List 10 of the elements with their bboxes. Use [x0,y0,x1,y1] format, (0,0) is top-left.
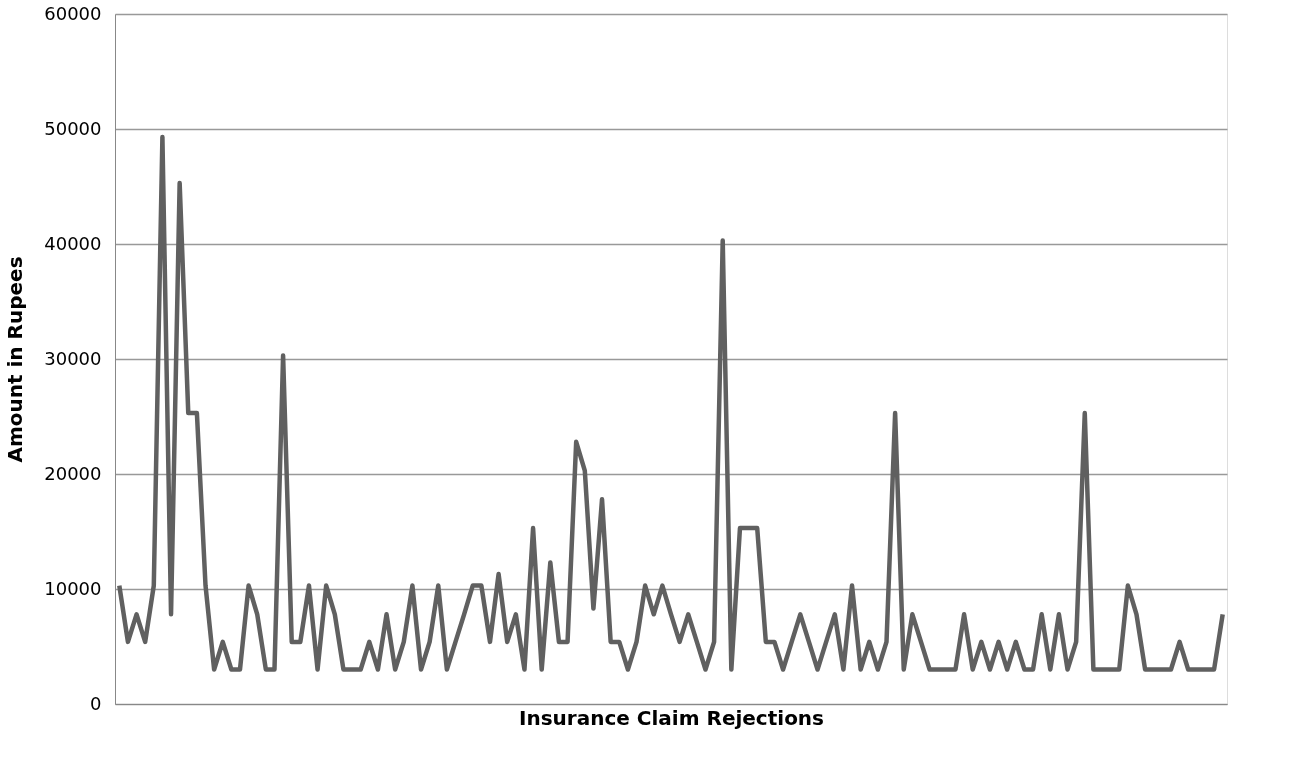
y-tick-label: 30000 [44,347,102,369]
y-tick-label: 0 [90,692,102,714]
y-axis-title: Amount in Rupees [3,256,28,463]
line-series [117,134,1225,672]
y-tick-label: 60000 [44,2,102,24]
y-tick-label: 10000 [44,577,102,599]
y-tick-label: 40000 [44,232,102,254]
x-axis-title: Insurance Claim Rejections [518,705,825,730]
y-tick-label: 20000 [44,462,102,484]
y-tick-label: 50000 [44,117,102,139]
